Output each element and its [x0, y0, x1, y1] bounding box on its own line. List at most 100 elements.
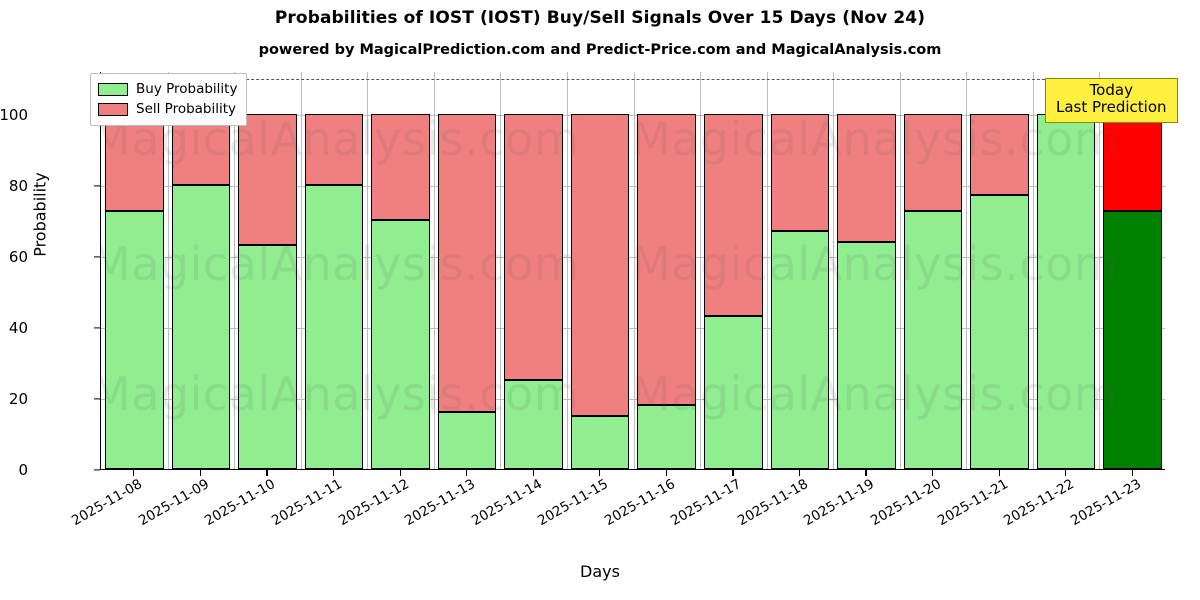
bar-segment-sell[interactable]: [238, 113, 297, 246]
bar-segment-buy[interactable]: [570, 415, 630, 469]
gridline-horizontal: [101, 256, 1165, 258]
legend-item-sell[interactable]: Sell Probability: [98, 99, 237, 119]
y-axis-tick-label: 80: [8, 176, 28, 195]
bar-segment-buy[interactable]: [704, 316, 763, 469]
x-axis-label: Days: [580, 562, 620, 581]
bar-group[interactable]: [837, 72, 896, 469]
bar-segment-buy[interactable]: [770, 230, 830, 469]
bar-segment-sell[interactable]: [570, 113, 630, 416]
gridline-vertical: [634, 72, 635, 469]
bar-segment-buy[interactable]: [371, 220, 430, 469]
x-axis-tick-mark: [133, 470, 135, 476]
bar-group[interactable]: [371, 72, 430, 469]
gridline-vertical: [168, 72, 169, 469]
bar-segment-buy[interactable]: [104, 210, 164, 469]
bar-segment-buy[interactable]: [1036, 113, 1096, 469]
bar-segment-buy[interactable]: [304, 184, 364, 469]
bar-group[interactable]: [570, 72, 630, 469]
bar-segment-sell[interactable]: [371, 113, 430, 221]
bar-group[interactable]: [903, 72, 963, 469]
bar-segment-sell[interactable]: [504, 113, 563, 381]
bar-group[interactable]: [1036, 72, 1096, 469]
bar-segment-sell[interactable]: [304, 113, 364, 185]
x-axis-tick-mark: [599, 470, 601, 476]
bar-group[interactable]: [704, 72, 763, 469]
gridline-vertical: [434, 72, 435, 469]
bar-segment-buy[interactable]: [1103, 210, 1162, 469]
bar-segment-sell[interactable]: [637, 113, 697, 406]
bar-group[interactable]: [437, 72, 497, 469]
today-annotation-line2: Last Prediction: [1056, 98, 1167, 117]
bar-group[interactable]: [171, 72, 231, 469]
bar-segment-sell[interactable]: [437, 113, 497, 413]
y-axis-tick-mark: [94, 256, 100, 258]
chart-subtitle: powered by MagicalPrediction.com and Pre…: [258, 42, 942, 58]
bar-segment-buy[interactable]: [504, 380, 563, 469]
today-annotation: Today Last Prediction: [1045, 78, 1178, 123]
bar-segment-buy[interactable]: [903, 210, 963, 469]
x-axis-tick-mark: [732, 470, 734, 476]
bar-group[interactable]: [238, 72, 297, 469]
legend[interactable]: Buy Probability Sell Probability: [90, 73, 248, 126]
gridline-vertical: [966, 72, 967, 469]
y-axis-tick-label: 40: [8, 318, 28, 337]
gridline-vertical: [700, 72, 701, 469]
x-axis-tick-mark: [532, 470, 534, 476]
bar-segment-sell[interactable]: [903, 113, 963, 211]
y-axis-tick-mark: [94, 185, 100, 187]
x-axis-tick-mark: [466, 470, 468, 476]
y-axis-label: Probability: [30, 172, 50, 257]
bar-segment-buy[interactable]: [238, 245, 297, 469]
gridline-horizontal: [101, 185, 1165, 187]
bar-group[interactable]: [1103, 72, 1162, 469]
x-axis-tick-mark: [1131, 470, 1133, 476]
bar-group[interactable]: [104, 72, 164, 469]
bar-segment-sell[interactable]: [970, 113, 1029, 196]
x-axis-tick-mark: [932, 470, 934, 476]
y-axis-tick-label: 20: [8, 389, 28, 408]
bar-segment-buy[interactable]: [437, 412, 497, 469]
y-axis-tick-label: 0: [18, 461, 28, 479]
bar-segment-sell[interactable]: [104, 113, 164, 211]
plot-area: MagicalAnalysis.comMagicalAnalysis.comMa…: [100, 72, 1165, 470]
y-axis-tick-label: 60: [8, 247, 28, 266]
bar-segment-buy[interactable]: [637, 405, 697, 469]
bar-group[interactable]: [637, 72, 697, 469]
y-axis-tick-mark: [94, 327, 100, 329]
gridline-vertical: [367, 72, 368, 469]
legend-item-buy[interactable]: Buy Probability: [98, 79, 237, 99]
bar-segment-sell[interactable]: [704, 113, 763, 317]
bar-segment-buy[interactable]: [837, 241, 896, 469]
x-axis-tick-mark: [798, 470, 801, 476]
legend-label-sell: Sell Probability: [136, 101, 237, 117]
today-annotation-line1: Today: [1089, 81, 1133, 99]
x-axis-tick-mark: [199, 470, 202, 476]
bar-segment-buy[interactable]: [970, 195, 1029, 469]
chart-title: Probabilities of IOST (IOST) Buy/Sell Si…: [274, 8, 926, 28]
y-axis-tick-mark: [94, 398, 100, 400]
gridline-vertical: [500, 72, 501, 469]
gridline-vertical: [900, 72, 901, 469]
gridline-vertical: [1099, 72, 1100, 469]
gridline-vertical: [567, 72, 568, 469]
bar-group[interactable]: [970, 72, 1029, 469]
bar-segment-sell[interactable]: [837, 113, 896, 242]
bar-segment-buy[interactable]: [171, 184, 231, 469]
x-axis-tick-mark: [1065, 470, 1067, 476]
x-axis-tick-mark: [266, 470, 268, 476]
bar-segment-sell[interactable]: [1103, 113, 1162, 211]
x-axis-tick-mark: [998, 470, 1000, 476]
gridline-vertical: [767, 72, 768, 469]
x-axis-tick-mark: [665, 470, 667, 476]
legend-swatch-buy: [98, 82, 128, 96]
legend-swatch-sell: [98, 102, 128, 116]
gridline-vertical: [234, 72, 235, 469]
bar-segment-sell[interactable]: [770, 113, 830, 231]
y-axis-tick-mark: [94, 469, 100, 471]
bar-group[interactable]: [304, 72, 364, 469]
x-axis-tick-mark: [865, 470, 867, 476]
y-axis-tick-label: 100: [0, 105, 28, 124]
bar-group[interactable]: [770, 72, 830, 469]
bar-group[interactable]: [504, 72, 563, 469]
